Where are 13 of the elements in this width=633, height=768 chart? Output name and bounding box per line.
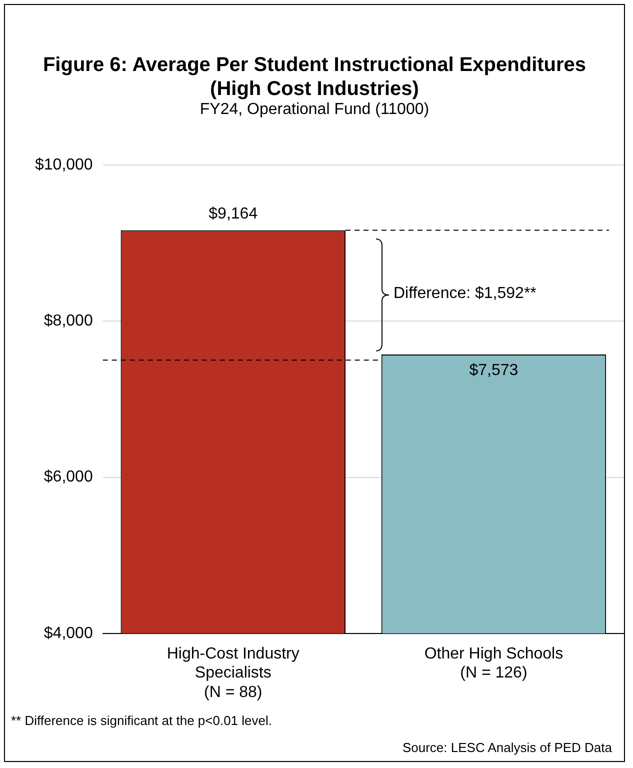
- chart-subtitle: FY24, Operational Fund (11000): [198, 101, 430, 119]
- y-tick-label: $6,000: [44, 468, 93, 486]
- text: ** Difference is significant at the p<0.01 level.: [11, 713, 272, 728]
- data-label: $9,164: [208, 206, 258, 223]
- annotation: Difference: $1,592**: [393, 285, 536, 304]
- y-tick-label: $8,000: [44, 312, 93, 330]
- y-tick-label: $10,000: [34, 156, 93, 174]
- y-tick-label: $4,000: [44, 624, 93, 642]
- x-tick-label: High-Cost Industry Specialists (N = 88): [166, 645, 300, 701]
- x-tick-label: Other High Schools (N = 126): [424, 645, 564, 682]
- chart-title: Figure 6: Average Per Student Instructional Expenditures (High Cost Industries): [42, 53, 588, 101]
- source-note: Source: LESC Analysis of PED Data: [402, 740, 612, 755]
- data-label: $7,573: [469, 362, 518, 379]
